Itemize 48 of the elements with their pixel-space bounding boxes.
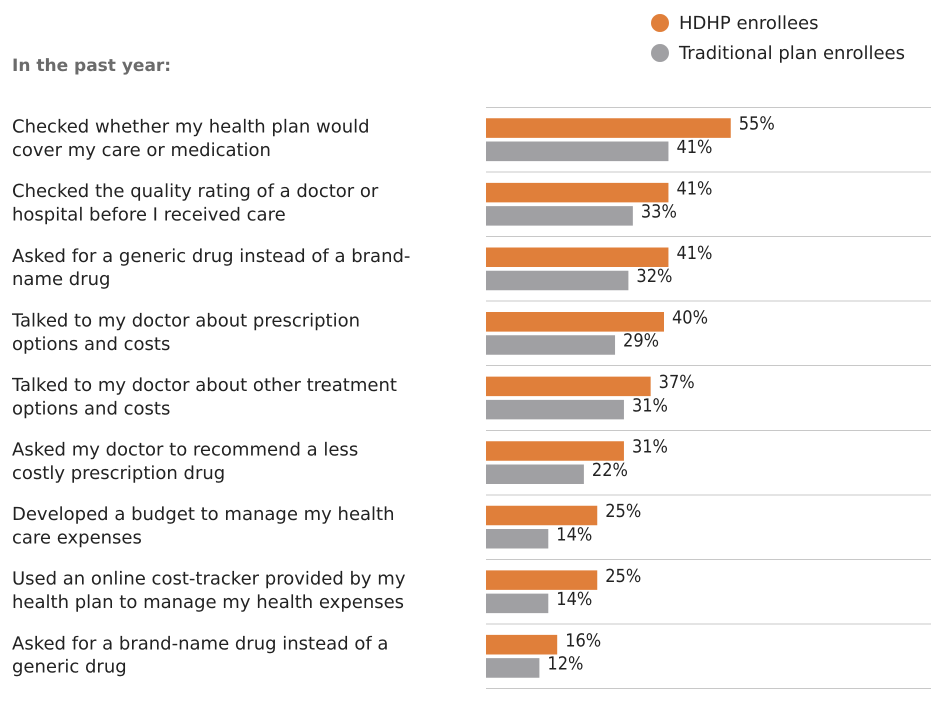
bar — [486, 400, 624, 420]
bar — [486, 270, 628, 290]
data-label: 31% — [632, 395, 668, 416]
y-tick-label: Checked whether my health plan would cover my care or medication — [12, 116, 370, 162]
legend-label: HDHP enrollees — [678, 12, 818, 34]
bar — [486, 594, 548, 614]
bar — [486, 142, 668, 162]
data-label: 32% — [636, 266, 672, 288]
y-tick-label: Used an online cost-tracker provided by my health plan to manage my health expenses — [12, 568, 406, 614]
text: In the past year: — [12, 56, 172, 76]
y-tick-label: Checked the quality rating of a doctor or hospital before I received care — [12, 181, 379, 226]
data-label: 25% — [605, 566, 642, 587]
data-label: 41% — [676, 178, 712, 200]
bar — [486, 658, 540, 678]
y-tick-label: Asked my doctor to recommend a less costly prescription drug — [12, 440, 358, 484]
data-label: 37% — [658, 372, 695, 394]
data-label: 22% — [592, 460, 628, 481]
legend-label: Traditional plan enrollees — [678, 42, 905, 64]
bar — [486, 570, 598, 590]
data-label: 14% — [556, 589, 592, 610]
data-label: 12% — [547, 654, 584, 675]
bar — [486, 247, 668, 267]
bar — [486, 335, 616, 355]
bar — [486, 206, 633, 226]
data-label: 41% — [676, 136, 712, 158]
bar — [486, 118, 731, 138]
y-tick-label: Talked to my doctor about other treatment options and costs — [11, 374, 397, 420]
data-label: 40% — [672, 307, 708, 328]
bar — [486, 634, 558, 654]
bar — [486, 376, 651, 396]
bar — [486, 464, 584, 484]
y-tick-label: Asked for a brand-name drug instead of a generic drug — [12, 633, 388, 678]
bar — [486, 441, 624, 461]
bar — [486, 506, 598, 526]
data-label: 41% — [676, 242, 712, 264]
data-label: 14% — [556, 524, 592, 546]
y-tick-label: Developed a budget to manage my health care expenses — [12, 504, 395, 549]
data-label: 25% — [605, 501, 642, 522]
y-tick-label: Talked to my doctor about prescription options and costs — [11, 310, 360, 355]
data-label: 16% — [565, 630, 602, 652]
bar — [486, 529, 548, 549]
y-tick-label: Asked for a generic drug instead of a brand-name drug — [12, 246, 410, 290]
bar — [486, 182, 668, 202]
data-label: 31% — [632, 436, 668, 458]
data-label: 29% — [623, 330, 660, 352]
data-label: 33% — [640, 202, 677, 223]
data-label: 55% — [738, 114, 775, 135]
bar — [486, 312, 664, 332]
